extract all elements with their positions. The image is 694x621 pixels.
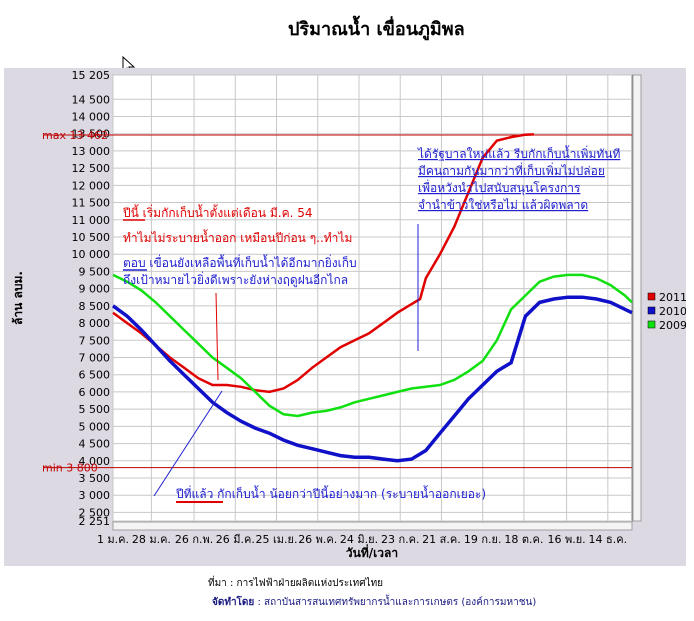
series-line-2009 — [112, 273, 633, 418]
x-tick-label: 18 ต.ค. — [504, 533, 543, 546]
source-credit: ที่มา : การไฟฟ้าฝ่ายผลิตแห่งประเทศไทย — [208, 578, 384, 589]
horizontal-scrollbar — [112, 521, 633, 531]
x-tick-label: 19 ก.ย. — [464, 533, 502, 546]
annotation-government: เพื่อหวังนำไปสนับสนุนโครงการ — [418, 179, 581, 196]
x-tick-label: 1 ม.ค. — [97, 533, 129, 546]
annotation-government: มีคนถามกันมากว่าที่เก็บเพิ่มไม่ปล่อย — [418, 162, 605, 178]
plot-area — [112, 74, 633, 522]
x-tick-label: 16 พ.ย. — [547, 533, 585, 546]
page-title: ปริมาณน้ำ เขื่อนภูมิพล — [288, 19, 465, 40]
legend-label: 2011 — [659, 291, 686, 304]
x-tick-label: 14 ธ.ค. — [589, 533, 628, 546]
y-tick-label: 11 500 — [72, 197, 111, 210]
y-tick-label: 2 251 — [79, 515, 111, 528]
annotation-this-year: ปีนี้ เริ่มกักเก็บน้ำตั้งแต่เดือน มี.ค. … — [122, 204, 312, 220]
y-tick-label: 6 500 — [79, 369, 111, 382]
y-tick-label: 4 500 — [79, 438, 111, 451]
x-tick-label: 26 ก.พ. — [175, 533, 213, 546]
y-tick-label: 8 500 — [79, 300, 111, 313]
y-tick-label: 9 500 — [79, 265, 111, 278]
x-tick-label: 28 ม.ค. — [132, 533, 171, 546]
y-tick-label: 13 000 — [72, 145, 111, 158]
y-tick-label: 10 500 — [72, 231, 111, 244]
y-axis-label: ล้าน ลบม. — [11, 271, 25, 325]
y-tick-label: 11 000 — [72, 214, 111, 227]
prepared-by-text: : สถาบันสารสนเทศทรัพยากรน้ำและการเกษตร (… — [257, 597, 537, 608]
annotation-last-year: ปีที่แล้ว กักเก็บน้ำ น้อยกว่าปีนี้อย่างม… — [175, 485, 486, 501]
x-tick-label: 23 ก.ค. — [381, 533, 420, 546]
y-tick-label: 12 500 — [72, 162, 111, 175]
x-tick-label: 26 มี.ค. — [216, 533, 255, 546]
legend-swatch — [647, 320, 656, 329]
x-tick-label: 21 ส.ค. — [422, 533, 461, 546]
prepared-by-credit: จัดทำโดย : สถาบันสารสนเทศทรัพยากรน้ำและก… — [212, 595, 536, 610]
legend-swatch — [647, 292, 656, 301]
y-tick-label: 5 000 — [79, 420, 111, 433]
y-tick-label: 12 000 — [72, 179, 111, 192]
y-tick-label: 7 500 — [79, 334, 111, 347]
y-tick-label: 4 000 — [79, 455, 111, 468]
annotation-government: จำนำข้าวใช่หรือไม่ แล้วผิดพลาด — [418, 198, 588, 212]
y-tick-label: 13 500 — [72, 128, 111, 141]
connector-line-last-year — [153, 390, 223, 497]
connector-line-this-year — [215, 292, 219, 381]
x-tick-label: 26 พ.ค. — [298, 533, 337, 546]
reference-line-label: max 13 462 — [42, 129, 108, 142]
x-tick-label: 24 มิ.ย. — [340, 533, 378, 546]
chart-frame: 2 251 2 500 3 000 3 500 4 000 4 500 5 000 5 500… — [4, 68, 686, 566]
x-axis-label: วันที่/เวลา — [346, 544, 398, 560]
y-tick-label: 6 000 — [79, 386, 111, 399]
y-tick-label: 2 500 — [79, 506, 111, 519]
y-tick-label: 14 000 — [72, 110, 111, 123]
y-tick-label: 9 000 — [79, 283, 111, 296]
y-tick-label: 15 205 — [72, 69, 111, 82]
legend-label: 2010 — [659, 305, 686, 318]
series-line-2010 — [111, 295, 633, 463]
y-tick-label: 14 500 — [72, 93, 111, 106]
legend-swatch — [647, 306, 656, 315]
reference-line-label: min 3 800 — [42, 462, 98, 475]
x-tick-label: 25 เม.ย. — [256, 533, 298, 546]
vertical-scrollbar — [632, 74, 642, 522]
y-tick-label: 8 000 — [79, 317, 111, 330]
series-line-2011 — [112, 133, 534, 394]
prepared-label: จัดทำโดย — [212, 597, 255, 608]
y-tick-label: 7 000 — [79, 351, 111, 364]
annotation-government: ได้รัฐบาลใหม่แล้ว รีบกักเก็บน้ำเพิ่มทันท… — [417, 145, 620, 161]
annotation-answer: ถึงเป้าหมายไวยิ่งดีเพราะยังห่างฤดูฝนอีกไ… — [123, 271, 348, 288]
annotation-this-year: ทำไมไม่ระบายน้ำออก เหมือนปีก่อน ๆ..ทำไม — [123, 229, 352, 245]
y-tick-label: 3 000 — [79, 489, 111, 502]
y-tick-label: 3 500 — [79, 472, 111, 485]
y-tick-label: 5 500 — [79, 403, 111, 416]
legend-label: 2009 — [659, 319, 686, 332]
y-tick-label: 10 000 — [72, 248, 111, 261]
annotation-answer: ตอบ เขื่อนยังเหลือพื้นที่เก็บน้ำได้อีกมา… — [123, 254, 357, 270]
